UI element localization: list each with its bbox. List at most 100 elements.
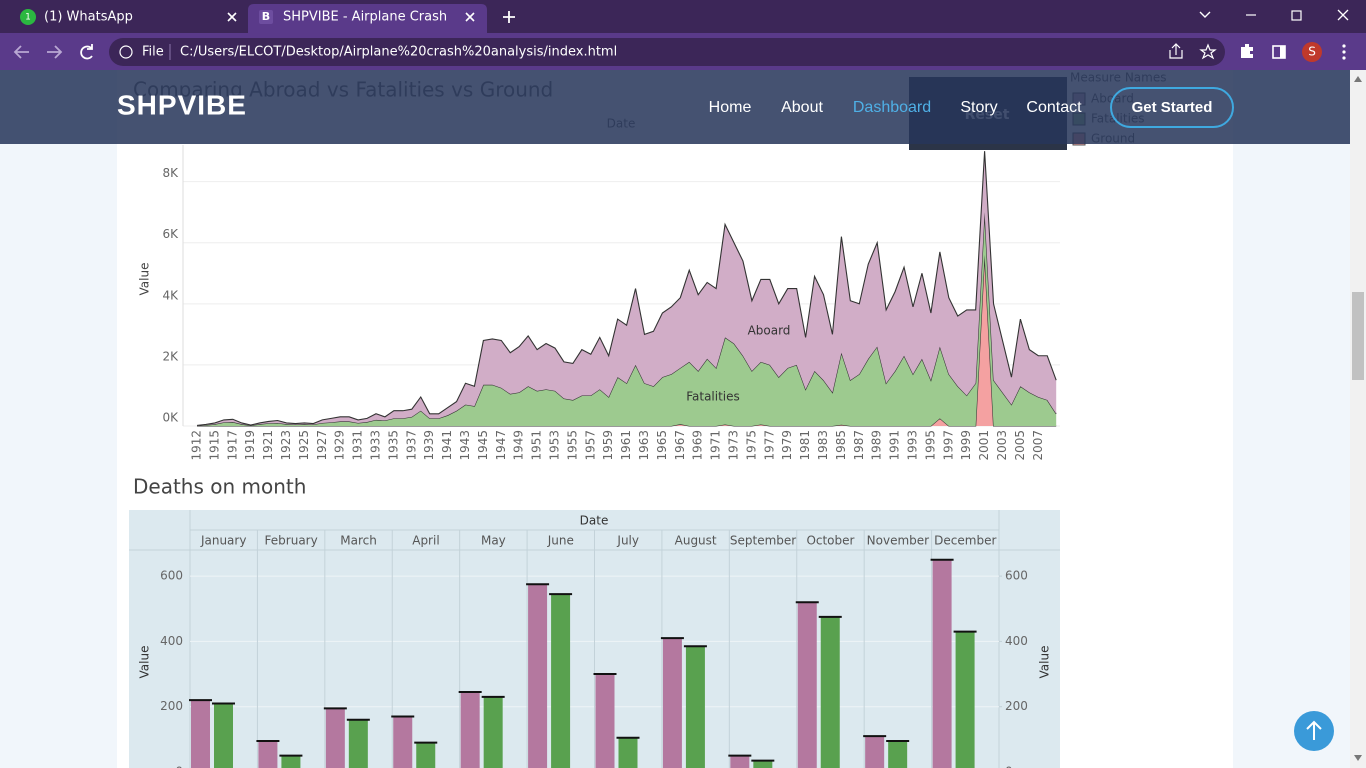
tab-close[interactable] xyxy=(227,12,237,22)
reload[interactable] xyxy=(80,44,93,60)
x-tick-label: 1989 xyxy=(870,430,884,461)
close-window[interactable] xyxy=(1337,9,1349,21)
bar xyxy=(797,602,817,768)
bar-header: Date xyxy=(580,514,609,528)
scroll-down[interactable] xyxy=(1354,755,1362,761)
x-tick-label: 1912 xyxy=(190,430,204,461)
month-label: June xyxy=(547,534,574,548)
extensions[interactable] xyxy=(1241,44,1253,58)
x-tick-label: 1963 xyxy=(637,430,651,461)
tab-title[interactable]: (1) WhatsApp xyxy=(44,10,133,25)
bar xyxy=(393,716,413,768)
month-label: May xyxy=(481,534,506,548)
x-tick-label: 1973 xyxy=(727,430,741,461)
x-tick-label: 1945 xyxy=(476,430,490,461)
bookmark[interactable] xyxy=(1199,43,1217,60)
back[interactable] xyxy=(13,45,29,59)
x-tick-label: 2001 xyxy=(977,430,991,461)
bar xyxy=(595,674,615,768)
nav-link[interactable]: Contact xyxy=(1026,99,1082,116)
x-tick-label: 1957 xyxy=(583,430,597,461)
bar-y-label: Value xyxy=(138,646,152,679)
x-tick-label: 1937 xyxy=(404,430,418,461)
cta-border[interactable] xyxy=(1110,87,1234,128)
x-tick-label: 1919 xyxy=(243,430,257,461)
menu xyxy=(1342,56,1346,60)
tab-icon xyxy=(259,10,273,24)
area xyxy=(197,212,1057,426)
bar xyxy=(191,700,210,768)
y-tick-label: 0 xyxy=(175,765,183,768)
info-icon[interactable] xyxy=(119,45,133,59)
month-label: October xyxy=(806,534,854,548)
forward[interactable] xyxy=(47,45,63,59)
x-tick-label: 1967 xyxy=(673,430,687,461)
x-tick-label: 1965 xyxy=(655,430,669,461)
bar xyxy=(820,616,840,768)
nav-link[interactable]: Story xyxy=(960,99,997,116)
menu[interactable] xyxy=(1342,44,1346,48)
cta-button[interactable]: Get Started xyxy=(1132,99,1213,116)
x-tick-label: 1995 xyxy=(923,430,937,461)
tab-badge: 1 xyxy=(25,13,31,23)
tab-title[interactable]: SHPVIBE - Airplane Crash xyxy=(283,10,447,25)
x-tick-label: 1991 xyxy=(888,430,902,461)
month-label: July xyxy=(616,534,639,548)
tab-search[interactable] xyxy=(1199,11,1211,18)
share[interactable] xyxy=(1169,43,1183,59)
x-tick-label: 1915 xyxy=(207,430,221,461)
x-tick-label: 1923 xyxy=(279,430,293,461)
bar xyxy=(932,559,952,768)
x-tick-label: 1975 xyxy=(744,430,758,461)
bar xyxy=(348,719,368,768)
x-tick-label: 1977 xyxy=(762,430,776,461)
address-bar[interactable] xyxy=(109,38,1225,66)
x-tick-label: 1921 xyxy=(261,430,275,461)
nav-link[interactable]: Home xyxy=(709,99,752,116)
x-tick-label: 1961 xyxy=(619,430,633,461)
x-tick-label: 2003 xyxy=(995,430,1009,461)
tab-close[interactable] xyxy=(465,12,475,22)
scrollbar[interactable] xyxy=(1350,70,1366,768)
month-label: April xyxy=(412,534,439,548)
scroll-up[interactable] xyxy=(1354,76,1362,82)
nav-background xyxy=(0,70,1350,144)
bar xyxy=(888,740,908,768)
tab-strip xyxy=(0,0,1366,33)
x-tick-label: 1939 xyxy=(422,430,436,461)
bar xyxy=(416,742,436,768)
x-tick-label: 1935 xyxy=(386,430,400,461)
nav-link[interactable]: About xyxy=(781,99,823,116)
x-tick-label: 2005 xyxy=(1013,430,1027,461)
x-tick-label: 1953 xyxy=(548,430,562,461)
url[interactable]: C:/Users/ELCOT/Desktop/Airplane%20crash%… xyxy=(180,45,617,60)
scroll-thumb[interactable] xyxy=(1352,292,1364,380)
x-tick-label: 1941 xyxy=(440,430,454,461)
area-y-label: Value xyxy=(138,263,152,296)
y-tick-label: 0K xyxy=(162,411,179,425)
nav-link[interactable]: Dashboard xyxy=(853,99,931,116)
restore[interactable] xyxy=(1291,10,1302,21)
whatsapp-icon xyxy=(20,9,36,25)
y-tick-label: 8K xyxy=(162,166,179,180)
x-tick-label: 1951 xyxy=(530,430,544,461)
active-tab[interactable] xyxy=(248,4,487,33)
brand[interactable]: SHPVIBE xyxy=(117,89,247,120)
y2-tick-label: 0 xyxy=(1005,765,1013,768)
profile[interactable] xyxy=(1302,42,1322,62)
bar xyxy=(730,755,750,768)
bar xyxy=(753,760,773,768)
month-label: August xyxy=(675,534,717,548)
y-tick-label: 2K xyxy=(162,349,179,363)
y-tick-label: 6K xyxy=(162,227,179,241)
x-tick-label: 1933 xyxy=(369,430,383,461)
x-tick-label: 1987 xyxy=(852,430,866,461)
bar xyxy=(618,737,638,768)
new-tab[interactable] xyxy=(503,11,515,23)
x-tick-label: 1979 xyxy=(780,430,794,461)
x-tick-label: 1999 xyxy=(959,430,973,461)
bar xyxy=(685,646,705,768)
x-tick-label: 1925 xyxy=(297,430,311,461)
x-tick-label: 1997 xyxy=(941,430,955,461)
x-tick-label: 1949 xyxy=(512,430,526,461)
